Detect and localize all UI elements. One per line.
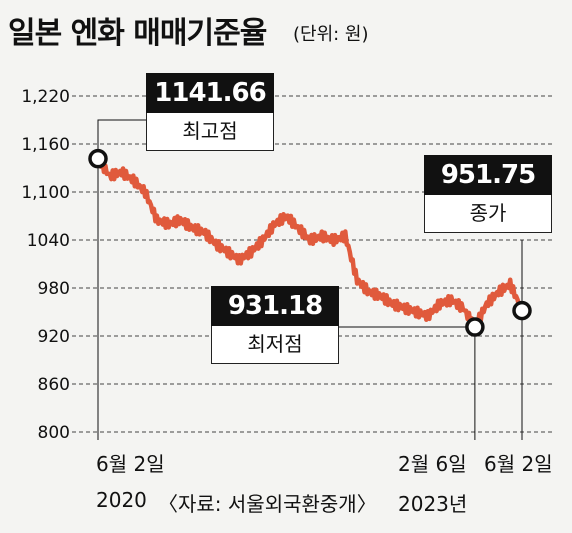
y-tick-label: 920 bbox=[38, 327, 70, 347]
high-label: 최고점 bbox=[146, 113, 274, 151]
high-value: 1141.66 bbox=[146, 73, 274, 113]
close-value: 951.75 bbox=[424, 155, 552, 195]
y-tick-label: 1040 bbox=[27, 231, 70, 251]
high-connector bbox=[97, 119, 146, 151]
y-tick-label: 1,220 bbox=[21, 87, 70, 107]
y-tick-label: 1,160 bbox=[21, 135, 70, 155]
y-axis-ticks: 800 860 920 980 1040 1,100 1,160 1,220 bbox=[21, 87, 70, 443]
low-label: 최저점 bbox=[211, 326, 339, 364]
unit-label: (단위: 원) bbox=[293, 24, 369, 45]
high-point-marker bbox=[88, 148, 108, 169]
x-label-end-year: 2023년 bbox=[398, 492, 468, 516]
y-tick-label: 980 bbox=[38, 279, 70, 299]
x-label-start-date: 6월 2일 bbox=[96, 452, 165, 476]
x-label-low-date: 2월 6일 bbox=[398, 452, 467, 476]
callout-leaders bbox=[97, 119, 523, 440]
grid-lines bbox=[72, 95, 552, 433]
chart-title: 일본 엔화 매매기준율 bbox=[8, 16, 267, 51]
series-line bbox=[95, 156, 525, 330]
close-callout: 951.75 종가 bbox=[424, 155, 552, 233]
low-value: 931.18 bbox=[211, 286, 339, 326]
close-point-marker bbox=[512, 300, 532, 321]
y-tick-label: 1,100 bbox=[21, 183, 70, 203]
x-label-end-date: 6월 2일 bbox=[484, 452, 553, 476]
low-callout: 931.18 최저점 bbox=[211, 286, 339, 364]
point-markers bbox=[88, 148, 532, 337]
y-tick-label: 860 bbox=[38, 375, 70, 395]
y-tick-label: 800 bbox=[38, 423, 70, 443]
x-label-start-year: 2020 bbox=[96, 488, 147, 512]
high-callout: 1141.66 최고점 bbox=[146, 73, 274, 151]
close-label: 종가 bbox=[424, 195, 552, 233]
source-note: 〈자료: 서울외국환중개〉 bbox=[158, 492, 377, 516]
low-point-marker bbox=[465, 317, 485, 337]
